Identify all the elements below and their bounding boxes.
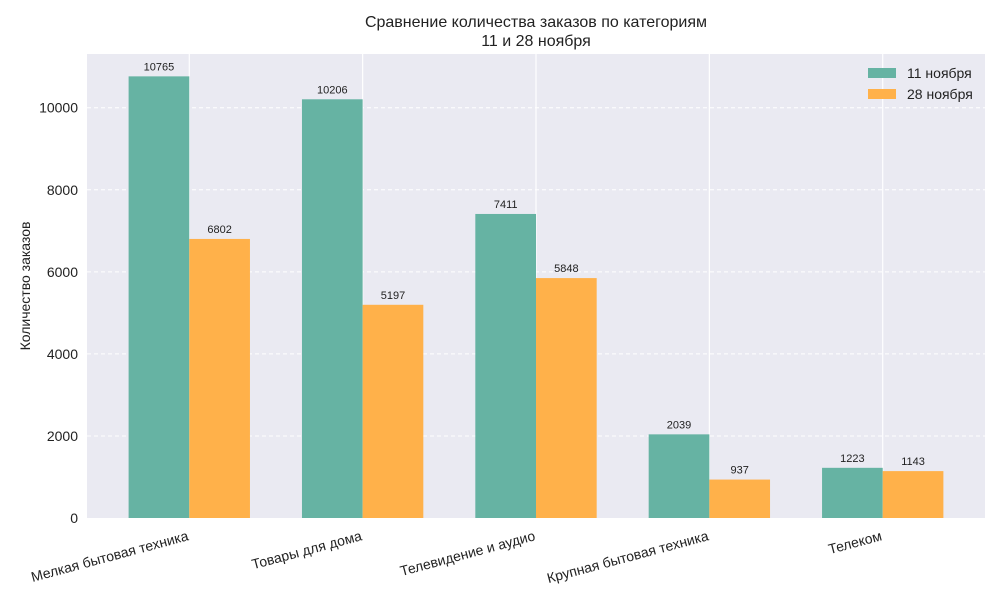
legend-swatch bbox=[868, 89, 896, 99]
bar bbox=[882, 471, 944, 518]
data-label: 1223 bbox=[840, 453, 864, 465]
x-tick-label: Телевидение и аудио bbox=[398, 527, 537, 579]
x-tick-label: Крупная бытовая техника bbox=[545, 527, 710, 586]
y-tick-label: 10000 bbox=[39, 100, 78, 116]
chart-subtitle: 11 и 28 ноября bbox=[481, 33, 591, 50]
data-label: 10206 bbox=[317, 84, 348, 96]
x-tick-label: Мелкая бытовая техника bbox=[29, 527, 190, 584]
data-label: 937 bbox=[731, 465, 749, 477]
data-label: 2039 bbox=[667, 419, 691, 431]
bar bbox=[536, 278, 597, 518]
y-tick-label: 4000 bbox=[47, 346, 78, 362]
bar bbox=[128, 76, 190, 518]
y-tick-label: 0 bbox=[70, 510, 78, 526]
bar bbox=[822, 467, 883, 518]
y-tick-label: 6000 bbox=[47, 264, 78, 280]
legend-swatch bbox=[868, 68, 896, 78]
y-tick-label: 8000 bbox=[47, 182, 78, 198]
bar bbox=[709, 479, 771, 518]
bar bbox=[301, 99, 363, 519]
data-label: 1143 bbox=[901, 456, 925, 468]
bar bbox=[189, 238, 250, 518]
x-tick-label: Товары для дома bbox=[250, 527, 364, 572]
data-label: 6802 bbox=[207, 224, 231, 236]
legend-label: 11 ноября bbox=[907, 65, 972, 81]
data-label: 7411 bbox=[494, 199, 518, 211]
bar bbox=[648, 434, 710, 518]
y-axis-label: Количество заказов bbox=[17, 222, 33, 351]
chart-title: Сравнение количества заказов по категори… bbox=[365, 14, 707, 31]
data-label: 5848 bbox=[554, 263, 578, 275]
bar bbox=[362, 304, 424, 518]
y-tick-label: 2000 bbox=[47, 428, 78, 444]
data-label: 10765 bbox=[144, 61, 175, 73]
legend: 11 ноября 28 ноября bbox=[868, 65, 973, 102]
data-label: 5197 bbox=[381, 290, 405, 302]
bar bbox=[475, 213, 536, 518]
x-tick-label: Телеком bbox=[826, 527, 883, 557]
legend-label: 28 ноября bbox=[907, 86, 973, 102]
